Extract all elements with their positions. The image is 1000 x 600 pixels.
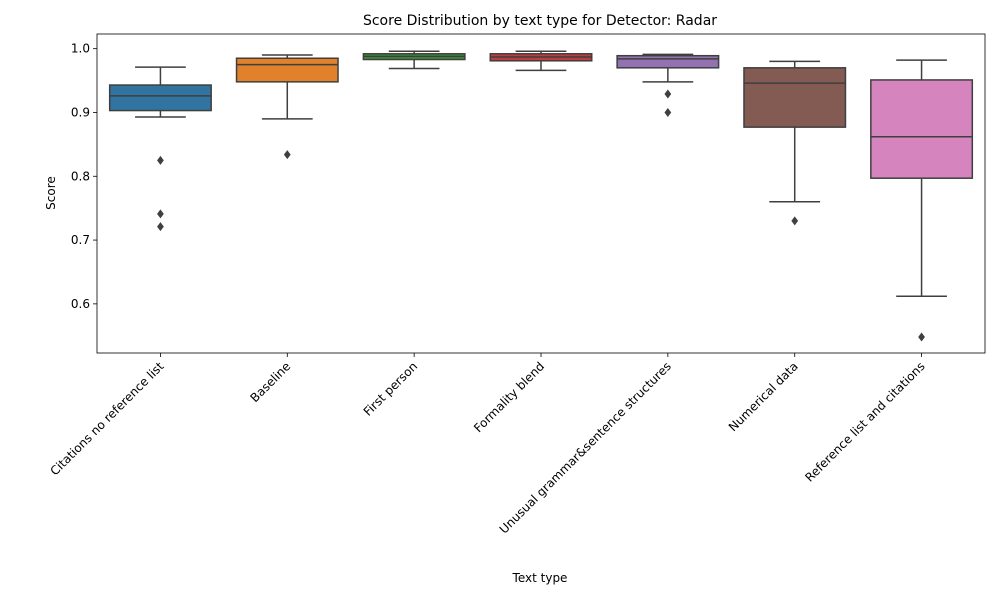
x-axis: Citations no reference list Baseline First… bbox=[48, 353, 928, 537]
box-group bbox=[489, 50, 593, 72]
y-tick-label: 0.7 bbox=[71, 233, 90, 247]
outlier-point bbox=[664, 107, 672, 117]
plot-area bbox=[108, 50, 974, 342]
box-group bbox=[870, 59, 974, 342]
y-axis-label: Score bbox=[44, 176, 58, 210]
box-group bbox=[108, 66, 212, 232]
outlier-point bbox=[791, 216, 799, 226]
box-iqr bbox=[870, 79, 974, 179]
box-iqr bbox=[743, 67, 847, 128]
chart-title: Score Distribution by text type for Dete… bbox=[363, 13, 717, 29]
box-iqr bbox=[108, 84, 212, 112]
x-tick-label: First person bbox=[361, 359, 421, 419]
plot-frame bbox=[96, 33, 986, 354]
outlier-point bbox=[664, 89, 672, 99]
x-tick-label: Formality blend bbox=[471, 359, 547, 435]
x-tick-label: Numerical data bbox=[726, 359, 801, 434]
y-tick-label: 0.8 bbox=[71, 169, 90, 183]
box-group bbox=[616, 53, 720, 117]
box-group bbox=[235, 54, 339, 160]
outlier-point bbox=[157, 222, 164, 232]
x-tick-label: Baseline bbox=[248, 359, 294, 405]
box-group bbox=[743, 60, 847, 226]
outlier-point bbox=[283, 150, 291, 160]
x-tick-label: Reference list and citations bbox=[802, 359, 927, 484]
box-group bbox=[362, 50, 466, 70]
outlier-point bbox=[918, 332, 925, 342]
outlier-point bbox=[157, 209, 164, 219]
box-iqr bbox=[235, 57, 339, 83]
y-tick-label: 1.0 bbox=[71, 42, 90, 56]
box-iqr bbox=[616, 54, 720, 69]
outlier-point bbox=[157, 155, 164, 165]
x-axis-label: Text type bbox=[512, 571, 568, 585]
x-tick-label: Citations no reference list bbox=[48, 359, 167, 478]
y-tick-label: 0.6 bbox=[71, 297, 90, 311]
y-axis: 0.6 0.7 0.8 0.9 1.0 bbox=[71, 42, 97, 311]
y-tick-label: 0.9 bbox=[71, 105, 90, 119]
